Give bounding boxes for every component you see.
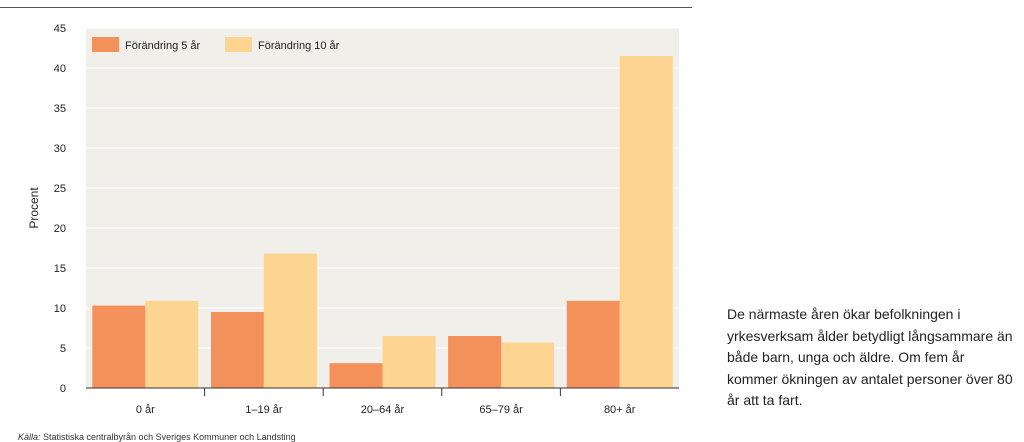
y-tick-label: 0 — [60, 383, 66, 395]
y-tick-label: 30 — [54, 143, 66, 155]
bar-chart: 0 5 10 15 20 25 30 35 40 45 0 år 1–19 år 20–64 år 65… — [27, 23, 679, 416]
x-tick-label: 0 år — [136, 404, 155, 416]
y-axis-ticks: 0 5 10 15 20 25 30 35 40 45 — [54, 23, 66, 395]
y-tick-label: 40 — [54, 63, 66, 75]
bar-series-1-0 — [92, 305, 146, 388]
bar-series-2-4 — [619, 56, 673, 388]
y-tick-label: 5 — [60, 343, 66, 355]
bar-series-1-3 — [448, 336, 502, 388]
legend-swatch-1 — [92, 37, 119, 52]
legend-label-2: Förändring 10 år — [258, 40, 340, 52]
y-tick-label: 25 — [54, 183, 66, 195]
y-tick-label: 20 — [54, 223, 66, 235]
bar-series-1-4 — [566, 300, 620, 388]
bars — [92, 56, 673, 388]
y-axis-label: Procent — [27, 187, 41, 229]
bar-series-2-3 — [501, 342, 555, 388]
x-tick-label: 20–64 år — [361, 404, 405, 416]
bar-series-2-2 — [382, 336, 436, 388]
y-tick-label: 15 — [54, 263, 66, 275]
x-tick-label: 80+ år — [604, 404, 636, 416]
legend-label-1: Förändring 5 år — [125, 40, 201, 52]
y-tick-label: 45 — [54, 23, 66, 35]
source-label: Källa: — [18, 432, 41, 442]
y-tick-label: 35 — [54, 103, 66, 115]
bar-series-1-2 — [329, 363, 383, 388]
source-text: Statistiska centralbyrån och Sveriges Ko… — [40, 432, 296, 442]
chart-caption: De närmaste åren ökar befolkningen i yrk… — [727, 306, 1013, 408]
bar-series-1-1 — [210, 312, 264, 388]
x-tick-label: 1–19 år — [245, 404, 283, 416]
x-axis-ticks: 0 år 1–19 år 20–64 år 65–79 år 80+ år — [136, 388, 636, 416]
x-tick-label: 65–79 år — [479, 404, 523, 416]
bar-series-2-0 — [145, 300, 199, 388]
legend-swatch-2 — [225, 37, 252, 52]
legend: Förändring 5 år Förändring 10 år — [92, 37, 340, 52]
source-note: Källa: Statistiska centralbyrån och Sver… — [18, 432, 296, 442]
y-tick-label: 10 — [54, 303, 66, 315]
bar-series-2-1 — [263, 253, 317, 388]
top-rule — [0, 7, 692, 8]
